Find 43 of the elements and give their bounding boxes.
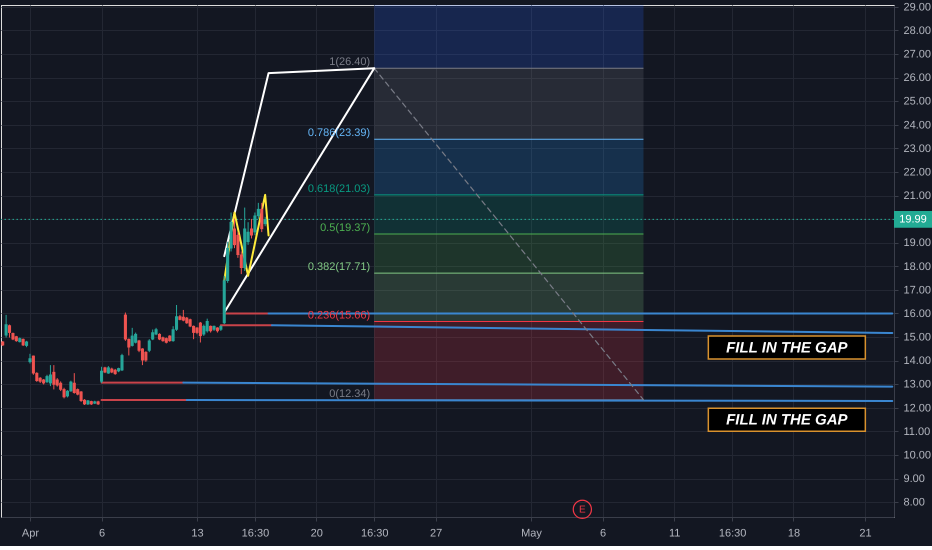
y-tick-label: 27.00 [904, 48, 932, 61]
y-tick-label: 14.00 [904, 355, 932, 368]
annotation: FILL IN THE GAP [726, 340, 849, 357]
x-tick-label: 27 [430, 528, 442, 540]
x-tick-label: 16:30 [718, 528, 746, 540]
annotation: FILL IN THE GAP [726, 412, 849, 429]
y-tick-label: 21.00 [904, 190, 932, 202]
ref-line-label: 0.5(19.37) [320, 222, 370, 234]
y-tick-label: 16.00 [904, 308, 932, 320]
x-tick-label: 16:30 [242, 528, 270, 540]
x-tick-label: 6 [600, 528, 606, 540]
y-tick-label: 15.00 [904, 332, 932, 344]
x-tick-label: 20 [310, 528, 323, 540]
y-tick-label: 28.00 [904, 24, 932, 37]
y-tick-label: 17.00 [904, 284, 932, 296]
ref-line-label: 0.618(21.03) [308, 182, 370, 195]
y-tick-label: 23.00 [904, 142, 932, 155]
x-tick-label: Apr [22, 528, 40, 540]
y-tick-label: 26.00 [904, 72, 932, 84]
x-tick-label: 13 [191, 528, 204, 540]
y-tick-label: 22.00 [904, 166, 932, 178]
ref-line-label: 1(26.40) [329, 56, 370, 68]
x-tick-label: 18 [788, 528, 800, 540]
x-tick-label: 21 [859, 528, 872, 540]
ref-line-label: 19.99 [899, 213, 927, 226]
y-tick-label: 9.00 [904, 473, 925, 486]
y-tick-label: 24.00 [904, 119, 932, 132]
x-tick-label: 16:30 [360, 528, 388, 540]
ref-line-label: 0(12.34) [329, 388, 370, 400]
x-tick-label: May [521, 528, 542, 540]
x-tick-label: 11 [668, 528, 680, 540]
y-tick-label: 12.00 [904, 402, 932, 414]
ref-line-label: 0.382(17.71) [308, 261, 370, 274]
y-tick-label: 29.00 [904, 1, 932, 14]
y-tick-label: 13.00 [904, 378, 932, 391]
y-tick-label: 8.00 [904, 496, 925, 509]
annotation: E [579, 504, 586, 516]
y-tick-label: 11.00 [904, 426, 930, 438]
y-tick-label: 19.00 [904, 237, 932, 250]
y-tick-label: 10.00 [904, 449, 932, 462]
x-tick-label: 6 [98, 528, 106, 540]
y-tick-label: 18.00 [904, 260, 932, 273]
y-tick-label: 25.00 [904, 96, 932, 108]
